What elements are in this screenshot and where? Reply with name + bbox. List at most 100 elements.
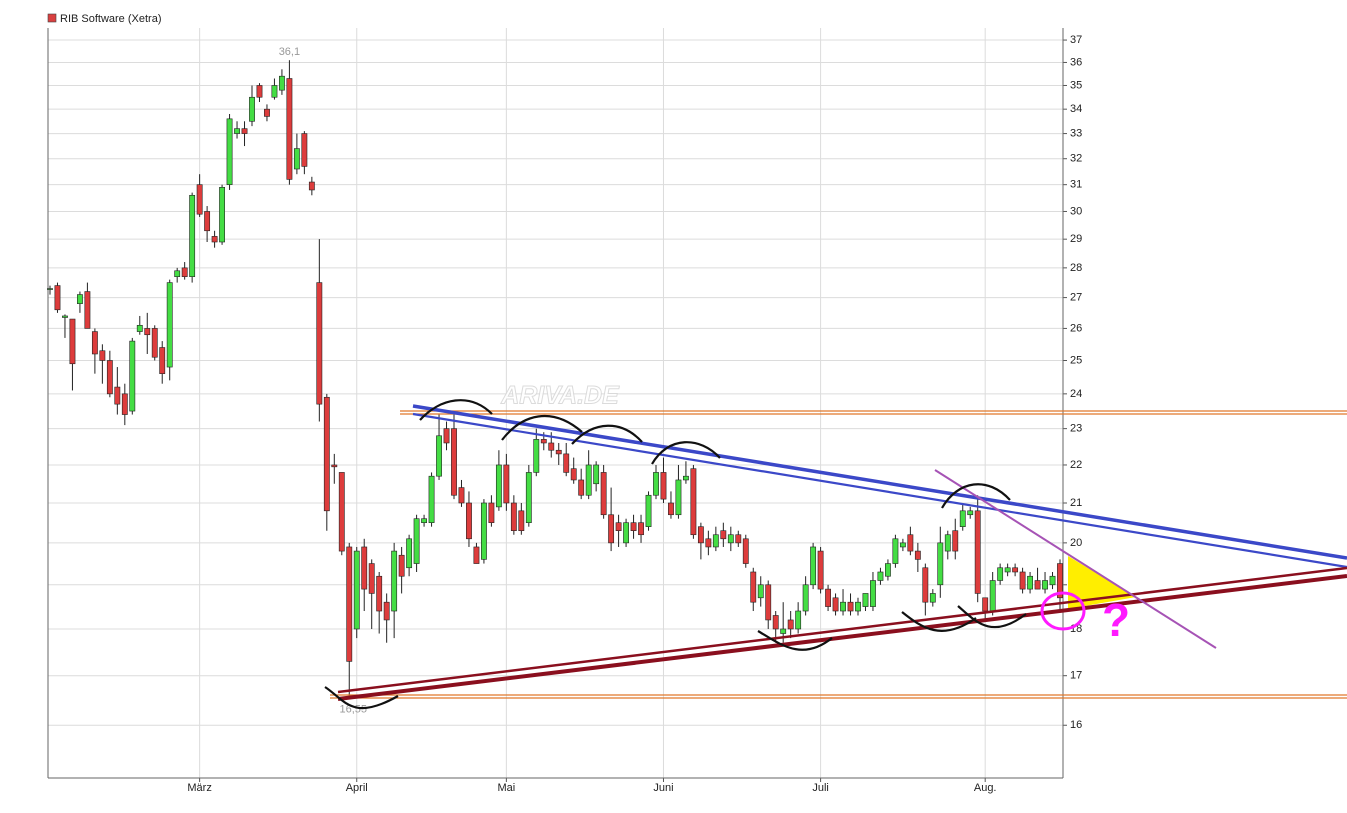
candle-body: [795, 610, 802, 630]
y-tick-label: 24: [1070, 388, 1082, 400]
candle-body: [495, 464, 502, 508]
candle-body: [353, 550, 360, 630]
candle-body: [106, 360, 113, 395]
wave: [419, 399, 493, 421]
y-tick-label: 20: [1070, 537, 1082, 549]
candle-body: [952, 530, 959, 552]
candle-body: [787, 619, 794, 630]
y-tick-label: 22: [1070, 459, 1082, 471]
plot-area: [48, 28, 1063, 778]
max-label: 36,1: [279, 46, 300, 58]
candle-body: [862, 593, 869, 607]
candle-body: [578, 479, 585, 496]
candle-body: [234, 128, 240, 134]
candle-body: [1019, 571, 1026, 590]
candle-body: [406, 538, 413, 569]
candle-body: [196, 184, 203, 215]
candle-body: [817, 550, 824, 590]
y-tick-label: 29: [1070, 233, 1082, 245]
candle-body: [69, 318, 76, 365]
candle-body: [615, 522, 622, 532]
candle-body: [922, 567, 929, 603]
candle-body: [727, 534, 734, 544]
candle-body: [959, 510, 966, 527]
candle-body: [316, 282, 323, 405]
candle-body: [967, 510, 974, 516]
candle-body: [271, 85, 278, 98]
y-tick-label: 33: [1070, 127, 1082, 139]
x-tick-label: April: [346, 782, 368, 794]
candle-body: [54, 285, 61, 311]
candle-body: [750, 571, 757, 603]
y-tick-label: 17: [1070, 670, 1082, 682]
candle-body: [391, 550, 398, 612]
candle-body: [772, 615, 779, 630]
candle-body: [443, 428, 450, 444]
y-tick-label: 26: [1070, 322, 1082, 334]
drawings: ARIVA.DE ?: [324, 381, 1347, 710]
question-mark: ?: [1102, 594, 1130, 646]
candle-body: [368, 563, 375, 594]
candle-body: [451, 428, 457, 496]
watermark: ARIVA.DE: [500, 382, 620, 410]
candle-body: [585, 464, 592, 496]
candle-body: [144, 328, 151, 336]
candle-body: [286, 78, 293, 180]
candle-body: [885, 563, 891, 577]
candle-body: [840, 601, 846, 612]
candle-body: [944, 534, 951, 552]
candle-body: [1004, 567, 1011, 573]
candle-body: [548, 442, 555, 451]
candle-body: [166, 282, 173, 368]
candle-body: [91, 331, 98, 355]
candle-body: [660, 472, 667, 500]
candle-body: [331, 464, 338, 468]
candle-body: [174, 270, 181, 277]
candle-body: [757, 584, 764, 599]
candle-body: [47, 288, 53, 290]
candle-body: [525, 472, 532, 523]
candle-body: [473, 546, 480, 564]
uptrend-line: [337, 574, 1347, 701]
candle-body: [121, 393, 128, 415]
candle-body: [683, 475, 689, 481]
candle-body: [982, 597, 989, 612]
min-label: 16,55: [339, 704, 367, 716]
candle-body: [308, 181, 315, 191]
candle-body: [84, 291, 91, 329]
downtrend-line: [412, 404, 1347, 560]
candle-layer: 36,1 16,55: [47, 46, 1063, 716]
candle-body: [533, 439, 540, 473]
wave: [651, 441, 721, 465]
candle-body: [301, 133, 308, 167]
candle-body: [323, 396, 330, 512]
wave-drawings: [324, 399, 1027, 710]
candle-body: [189, 194, 196, 277]
legend-swatch: [47, 13, 57, 23]
candle-body: [907, 534, 914, 552]
trend-line: [934, 469, 1217, 649]
candle-body: [219, 187, 225, 243]
x-tick-label: Aug.: [974, 782, 997, 794]
y-tick-label: 32: [1070, 153, 1082, 165]
candle-body: [877, 571, 884, 581]
wave: [324, 686, 399, 710]
wave: [901, 611, 977, 632]
x-tick-label: Juni: [653, 782, 673, 794]
candle-body: [204, 211, 211, 232]
candle-body: [563, 453, 570, 473]
candle-body: [458, 487, 465, 504]
candle-body: [697, 526, 704, 544]
candle-body: [151, 328, 158, 358]
wave: [501, 415, 583, 441]
candle-body: [593, 464, 600, 485]
candle-body: [510, 502, 517, 532]
wave: [957, 605, 1027, 629]
candle-body: [256, 85, 263, 98]
legend-label: RIB Software (Xetra): [60, 13, 161, 25]
candle-body: [705, 538, 712, 548]
candle-body: [623, 522, 629, 544]
candle-body: [929, 593, 936, 603]
